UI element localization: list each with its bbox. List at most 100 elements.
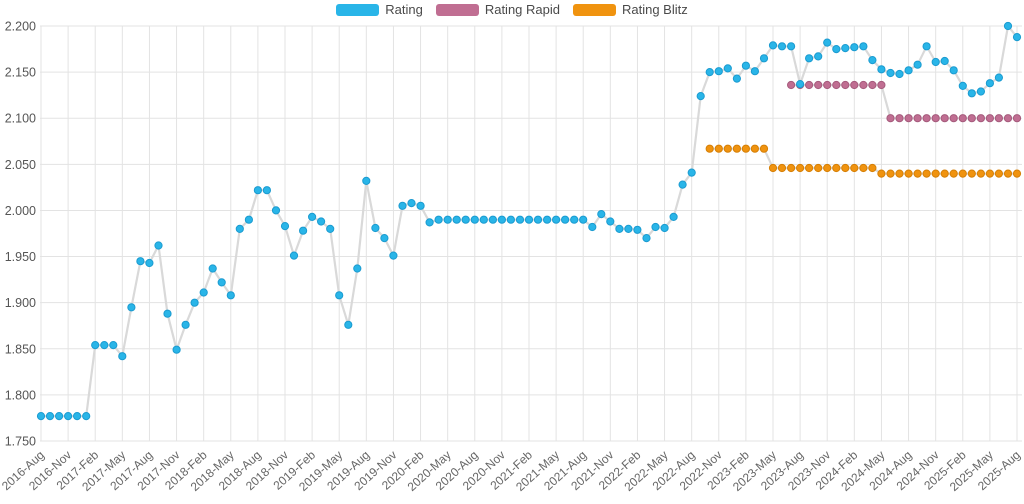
data-point-rating[interactable] <box>678 180 687 189</box>
data-point-rating-blitz[interactable] <box>877 169 886 178</box>
data-point-rating[interactable] <box>687 168 696 177</box>
data-point-rating[interactable] <box>362 176 371 185</box>
data-point-rating[interactable] <box>850 43 859 52</box>
data-point-rating-rapid[interactable] <box>841 80 850 90</box>
data-point-rating[interactable] <box>868 56 877 65</box>
data-point-rating[interactable] <box>100 341 109 350</box>
data-point-rating-rapid[interactable] <box>967 114 976 123</box>
data-point-rating[interactable] <box>452 215 461 224</box>
data-point-rating-rapid[interactable] <box>895 114 904 123</box>
data-point-rating-rapid[interactable] <box>931 114 940 123</box>
data-point-rating[interactable] <box>714 67 723 76</box>
data-point-rating[interactable] <box>1012 33 1022 42</box>
data-point-rating-blitz[interactable] <box>796 163 805 173</box>
data-point-rating[interactable] <box>976 87 986 96</box>
data-point-rating-blitz[interactable] <box>940 169 949 178</box>
data-point-rating[interactable] <box>398 201 407 210</box>
data-point-rating[interactable] <box>470 215 479 224</box>
data-point-rating[interactable] <box>127 303 136 312</box>
data-point-rating-blitz[interactable] <box>768 163 778 173</box>
data-point-rating-rapid[interactable] <box>886 114 895 123</box>
data-point-rating[interactable] <box>317 217 326 226</box>
data-point-rating[interactable] <box>759 54 769 63</box>
data-point-rating[interactable] <box>416 201 425 210</box>
data-point-rating-blitz[interactable] <box>832 163 841 173</box>
data-point-rating[interactable] <box>832 45 841 54</box>
data-point-rating[interactable] <box>533 215 543 224</box>
data-point-rating[interactable] <box>172 345 181 354</box>
data-point-rating-blitz[interactable] <box>805 163 814 173</box>
data-point-rating[interactable] <box>913 60 922 69</box>
data-point-rating[interactable] <box>407 199 416 208</box>
legend-item-rating-blitz[interactable]: Rating Blitz <box>572 2 688 17</box>
data-point-rating-blitz[interactable] <box>931 169 940 178</box>
data-point-rating[interactable] <box>615 224 624 233</box>
data-point-rating[interactable] <box>669 212 678 221</box>
data-point-rating[interactable] <box>814 52 823 61</box>
data-point-rating-blitz[interactable] <box>705 144 714 153</box>
data-point-rating[interactable] <box>109 341 118 350</box>
data-point-rating[interactable] <box>136 257 145 266</box>
data-point-rating-blitz[interactable] <box>1003 169 1013 178</box>
data-point-rating[interactable] <box>660 223 669 233</box>
data-point-rating[interactable] <box>235 224 244 233</box>
data-point-rating[interactable] <box>226 291 235 300</box>
data-point-rating[interactable] <box>588 222 597 232</box>
data-point-rating[interactable] <box>461 215 470 224</box>
data-point-rating[interactable] <box>552 215 561 224</box>
data-point-rating[interactable] <box>280 222 290 231</box>
data-point-rating-blitz[interactable] <box>823 163 832 173</box>
data-point-rating[interactable] <box>940 56 949 66</box>
data-point-rating[interactable] <box>624 224 633 233</box>
data-point-rating[interactable] <box>741 61 751 70</box>
data-point-rating[interactable] <box>985 79 995 88</box>
data-point-rating[interactable] <box>651 222 660 232</box>
data-point-rating-blitz[interactable] <box>777 163 787 173</box>
data-point-rating[interactable] <box>967 89 976 98</box>
data-point-rating[interactable] <box>949 66 958 75</box>
data-point-rating[interactable] <box>434 215 443 224</box>
data-point-rating-rapid[interactable] <box>913 114 922 123</box>
data-point-rating-rapid[interactable] <box>1003 114 1013 123</box>
data-point-rating[interactable] <box>425 218 434 227</box>
data-point-rating-rapid[interactable] <box>859 80 868 90</box>
data-point-rating[interactable] <box>353 264 362 273</box>
data-point-rating[interactable] <box>777 42 787 51</box>
data-point-rating-blitz[interactable] <box>913 169 922 178</box>
data-point-rating-rapid[interactable] <box>940 114 949 123</box>
data-point-rating-rapid[interactable] <box>868 80 877 90</box>
data-point-rating[interactable] <box>308 212 317 221</box>
data-point-rating-blitz[interactable] <box>741 144 751 153</box>
data-point-rating[interactable] <box>606 217 615 226</box>
data-point-rating[interactable] <box>543 215 552 224</box>
data-point-rating[interactable] <box>750 67 760 76</box>
data-point-rating-blitz[interactable] <box>958 169 967 178</box>
data-point-rating-rapid[interactable] <box>787 80 796 90</box>
data-point-rating[interactable] <box>299 226 308 235</box>
data-point-rating-blitz[interactable] <box>994 169 1004 178</box>
data-point-rating[interactable] <box>561 215 570 224</box>
data-point-rating[interactable] <box>823 38 832 47</box>
data-point-rating[interactable] <box>732 74 742 83</box>
data-point-rating[interactable] <box>371 223 380 233</box>
data-point-rating[interactable] <box>931 57 940 67</box>
data-point-rating-blitz[interactable] <box>841 163 850 173</box>
data-point-rating-blitz[interactable] <box>895 169 904 178</box>
data-point-rating[interactable] <box>73 412 82 421</box>
data-point-rating[interactable] <box>118 352 127 361</box>
data-point-rating[interactable] <box>723 64 732 73</box>
data-point-rating[interactable] <box>335 291 344 300</box>
data-point-rating-blitz[interactable] <box>723 144 732 153</box>
data-point-rating-rapid[interactable] <box>805 80 814 90</box>
legend-item-rating[interactable]: Rating <box>336 2 423 17</box>
data-point-rating-blitz[interactable] <box>732 144 742 153</box>
data-point-rating[interactable] <box>805 54 814 63</box>
data-point-rating[interactable] <box>570 215 579 224</box>
data-point-rating-rapid[interactable] <box>922 114 931 123</box>
data-point-rating-blitz[interactable] <box>976 169 986 178</box>
data-point-rating[interactable] <box>497 215 506 224</box>
data-point-rating[interactable] <box>253 186 262 195</box>
data-point-rating[interactable] <box>768 41 778 50</box>
data-point-rating[interactable] <box>262 186 271 195</box>
data-point-rating-blitz[interactable] <box>714 144 723 153</box>
